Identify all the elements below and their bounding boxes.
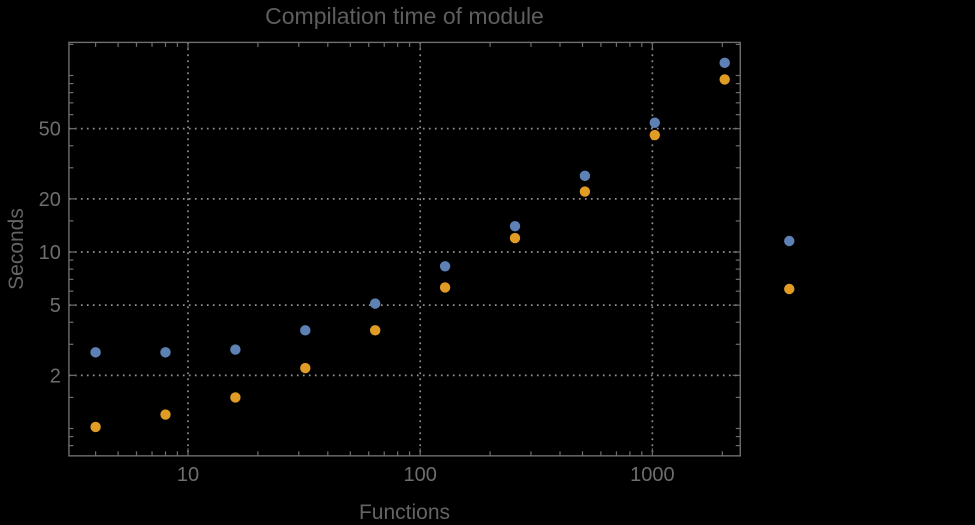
legend-marker-orange bbox=[784, 283, 795, 295]
point-blue-x32 bbox=[300, 325, 311, 336]
point-blue-x8 bbox=[160, 347, 171, 358]
point-orange-x256 bbox=[509, 232, 521, 244]
x-axis-label: Functions bbox=[358, 501, 451, 524]
x-tick-label-10: 10 bbox=[177, 464, 199, 486]
point-orange-x2048 bbox=[719, 74, 730, 85]
point-blue-x128 bbox=[439, 261, 451, 272]
point-orange-x4 bbox=[90, 421, 101, 433]
point-orange-x16 bbox=[230, 392, 241, 403]
x-tick-label-100: 100 bbox=[404, 464, 437, 486]
point-orange-x8 bbox=[160, 409, 171, 420]
point-orange-x32 bbox=[300, 362, 311, 374]
point-blue-x2048 bbox=[719, 57, 730, 69]
point-orange-x128 bbox=[439, 282, 451, 293]
point-blue-x512 bbox=[579, 170, 591, 182]
y-tick-label-2: 2 bbox=[50, 365, 61, 387]
legend-marker-blue bbox=[784, 235, 795, 247]
y-tick-label-20: 20 bbox=[39, 189, 61, 211]
point-blue-x4 bbox=[90, 347, 101, 358]
point-blue-x64 bbox=[369, 298, 381, 309]
y-tick-label-5: 5 bbox=[50, 295, 61, 317]
chart-title: Compilation time of module bbox=[265, 3, 544, 29]
y-axis-label: Seconds bbox=[5, 208, 28, 290]
point-blue-x16 bbox=[230, 344, 241, 355]
point-orange-x1024 bbox=[649, 129, 660, 141]
plot-frame bbox=[68, 41, 741, 457]
point-orange-x512 bbox=[579, 186, 591, 197]
y-tick-label-50: 50 bbox=[39, 119, 61, 141]
point-orange-x64 bbox=[369, 325, 381, 336]
x-tick-label-1000: 1000 bbox=[630, 464, 675, 486]
point-blue-x256 bbox=[509, 221, 521, 232]
y-tick-label-10: 10 bbox=[39, 242, 61, 264]
point-blue-x1024 bbox=[649, 117, 660, 128]
